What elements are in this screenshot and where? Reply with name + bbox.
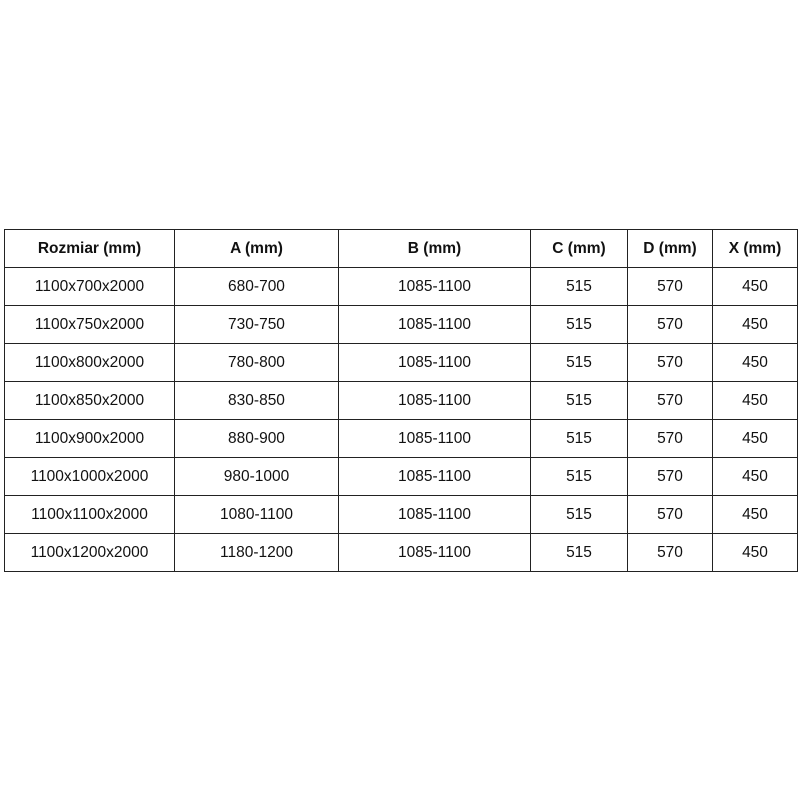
- cell-b: 1085-1100: [338, 495, 531, 534]
- cell-size: 1100x750x2000: [4, 305, 175, 344]
- cell-x: 450: [712, 533, 798, 572]
- cell-c: 515: [530, 343, 628, 382]
- table-row: 1100x1000x2000 980-1000 1085-1100 515 570 450: [4, 457, 798, 496]
- header-b: B (mm): [338, 229, 531, 268]
- table-row: 1100x900x2000 880-900 1085-1100 515 570 450: [4, 419, 798, 458]
- table-row: 1100x1200x2000 1180-1200 1085-1100 515 570 45…: [4, 533, 798, 572]
- cell-b: 1085-1100: [338, 457, 531, 496]
- cell-a: 980-1000: [174, 457, 339, 496]
- cell-x: 450: [712, 267, 798, 306]
- cell-size: 1100x850x2000: [4, 381, 175, 420]
- table-row: 1100x850x2000 830-850 1085-1100 515 570 450: [4, 381, 798, 420]
- cell-a: 1180-1200: [174, 533, 339, 572]
- cell-d: 570: [627, 457, 713, 496]
- header-row: Rozmiar (mm) A (mm) B (mm) C (mm) D (mm)…: [4, 229, 798, 268]
- cell-x: 450: [712, 305, 798, 344]
- table-row: 1100x750x2000 730-750 1085-1100 515 570 450: [4, 305, 798, 344]
- cell-a: 830-850: [174, 381, 339, 420]
- cell-c: 515: [530, 457, 628, 496]
- cell-d: 570: [627, 343, 713, 382]
- cell-d: 570: [627, 419, 713, 458]
- cell-a: 680-700: [174, 267, 339, 306]
- cell-c: 515: [530, 305, 628, 344]
- cell-d: 570: [627, 495, 713, 534]
- cell-size: 1100x1000x2000: [4, 457, 175, 496]
- cell-x: 450: [712, 343, 798, 382]
- table-row: 1100x800x2000 780-800 1085-1100 515 570 450: [4, 343, 798, 382]
- header-a: A (mm): [174, 229, 339, 268]
- cell-b: 1085-1100: [338, 419, 531, 458]
- cell-d: 570: [627, 381, 713, 420]
- cell-size: 1100x700x2000: [4, 267, 175, 306]
- cell-c: 515: [530, 533, 628, 572]
- header-d: D (mm): [627, 229, 713, 268]
- cell-d: 570: [627, 305, 713, 344]
- cell-x: 450: [712, 495, 798, 534]
- cell-size: 1100x1200x2000: [4, 533, 175, 572]
- cell-c: 515: [530, 419, 628, 458]
- cell-b: 1085-1100: [338, 305, 531, 344]
- cell-b: 1085-1100: [338, 533, 531, 572]
- cell-c: 515: [530, 267, 628, 306]
- cell-c: 515: [530, 495, 628, 534]
- cell-d: 570: [627, 533, 713, 572]
- header-x: X (mm): [712, 229, 798, 268]
- cell-a: 1080-1100: [174, 495, 339, 534]
- header-size: Rozmiar (mm): [4, 229, 175, 268]
- cell-b: 1085-1100: [338, 381, 531, 420]
- dimensions-table: Rozmiar (mm) A (mm) B (mm) C (mm) D (mm)…: [4, 229, 798, 572]
- cell-x: 450: [712, 419, 798, 458]
- cell-a: 880-900: [174, 419, 339, 458]
- header-c: C (mm): [530, 229, 628, 268]
- cell-d: 570: [627, 267, 713, 306]
- cell-x: 450: [712, 457, 798, 496]
- cell-x: 450: [712, 381, 798, 420]
- table-row: 1100x700x2000 680-700 1085-1100 515 570 450: [4, 267, 798, 306]
- cell-size: 1100x1100x2000: [4, 495, 175, 534]
- cell-a: 730-750: [174, 305, 339, 344]
- cell-a: 780-800: [174, 343, 339, 382]
- cell-b: 1085-1100: [338, 343, 531, 382]
- cell-size: 1100x900x2000: [4, 419, 175, 458]
- cell-c: 515: [530, 381, 628, 420]
- cell-size: 1100x800x2000: [4, 343, 175, 382]
- table-row: 1100x1100x2000 1080-1100 1085-1100 515 570 45…: [4, 495, 798, 534]
- cell-b: 1085-1100: [338, 267, 531, 306]
